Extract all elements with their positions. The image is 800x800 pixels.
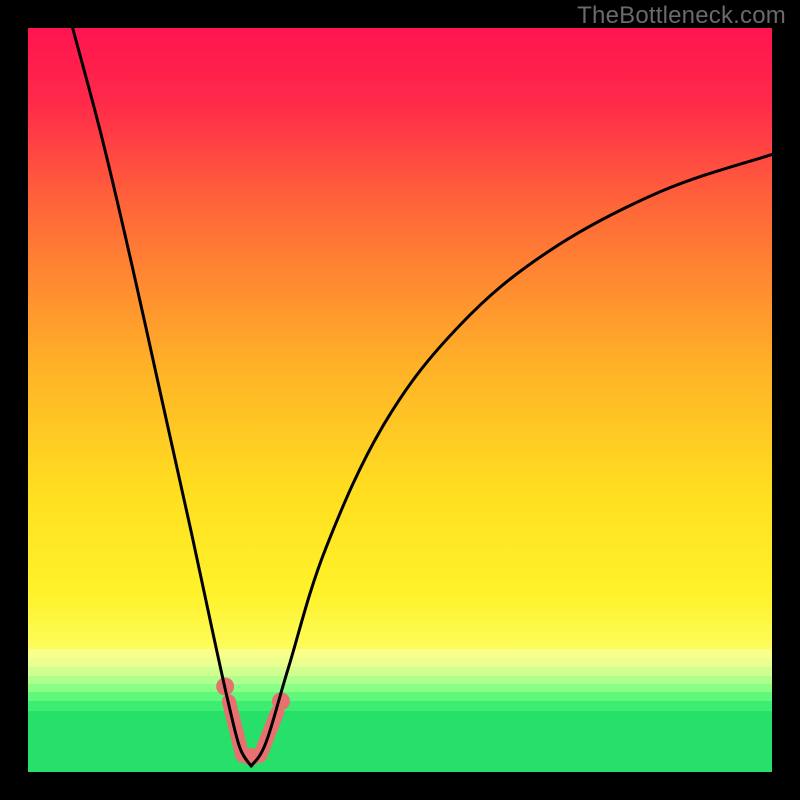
curve-layer	[0, 0, 800, 800]
curve-left-branch	[73, 28, 252, 766]
curve-right-branch	[251, 154, 772, 766]
watermark-text: TheBottleneck.com	[577, 2, 786, 30]
chart-container: { "canvas": { "width": 800, "height": 80…	[0, 0, 800, 800]
